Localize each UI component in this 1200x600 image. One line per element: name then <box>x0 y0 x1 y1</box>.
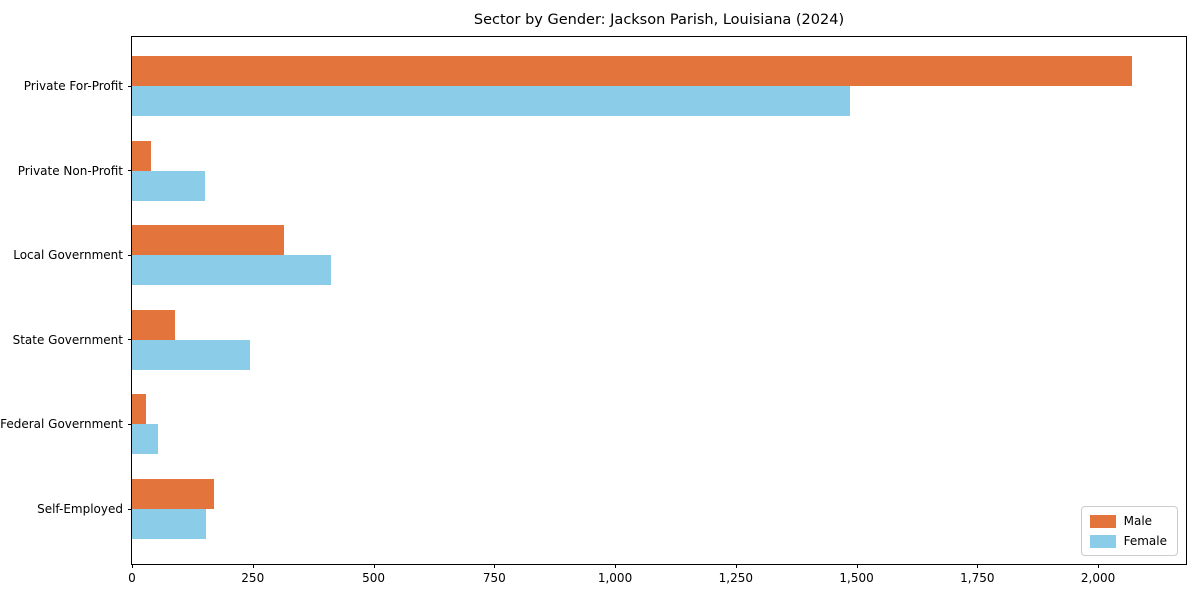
xtick-mark-2000 <box>1098 564 1100 568</box>
ytick-mark-state-government <box>128 339 132 341</box>
xtick-mark-1250 <box>735 564 737 568</box>
bar-male-private-non-profit <box>132 140 152 171</box>
ytick-label-private-non-profit: Private Non-Profit <box>17 163 123 178</box>
legend-label-male: Male <box>1123 514 1153 528</box>
ytick-label-local-government: Local Government <box>13 248 123 263</box>
bar-female-state-government <box>132 339 251 370</box>
legend: Male Female <box>1080 506 1178 556</box>
ytick-label-state-government: State Government <box>12 332 123 347</box>
xtick-label-1250: 1,250 <box>718 571 753 585</box>
xtick-mark-1500 <box>856 564 858 568</box>
xtick-mark-750 <box>494 564 496 568</box>
bar-male-self-employed <box>132 479 215 509</box>
xtick-label-2000: 2,000 <box>1080 571 1116 585</box>
legend-label-female: Female <box>1123 534 1167 548</box>
xtick-mark-0 <box>132 564 133 568</box>
bar-male-local-government <box>132 225 285 256</box>
xtick-mark-500 <box>373 564 375 568</box>
xtick-label-1750: 1,750 <box>960 571 995 585</box>
bar-female-federal-government <box>132 424 159 455</box>
legend-swatch-female <box>1089 534 1116 548</box>
bar-female-private-non-profit <box>132 170 205 201</box>
legend-row-male: Male <box>1089 514 1167 528</box>
xtick-mark-250 <box>252 564 254 568</box>
legend-swatch-male <box>1089 514 1116 528</box>
ytick-mark-self-employed <box>128 508 132 510</box>
bar-male-federal-government <box>132 394 147 425</box>
bar-female-local-government <box>132 255 332 286</box>
bar-female-private-for-profit <box>132 86 851 116</box>
xtick-label-1000: 1,000 <box>597 571 633 585</box>
xtick-label-0: 0 <box>128 571 136 585</box>
xtick-label-1500: 1,500 <box>839 571 874 585</box>
xtick-label-500: 500 <box>362 571 385 585</box>
xtick-mark-1750 <box>977 564 979 568</box>
ytick-mark-private-non-profit <box>128 170 132 172</box>
ytick-label-self-employed: Self-Employed <box>37 502 123 516</box>
ytick-mark-local-government <box>128 254 132 256</box>
plot-area: Private For-Profit Private Non-Profit Loca… <box>0 36 1187 585</box>
ytick-label-private-for-profit: Private For-Profit <box>23 79 123 93</box>
bar-female-self-employed <box>132 509 206 539</box>
xtick-mark-1000 <box>615 564 617 568</box>
ytick-label-federal-government: Federal Government <box>0 417 123 432</box>
ytick-mark-private-for-profit <box>128 85 132 87</box>
bar-male-state-government <box>132 309 175 340</box>
chart-title: Sector by Gender: Jackson Parish, Louisi… <box>473 12 845 28</box>
legend-row-female: Female <box>1089 534 1167 548</box>
xtick-label-250: 250 <box>241 571 265 585</box>
xtick-label-750: 750 <box>482 571 506 585</box>
ytick-mark-federal-government <box>128 423 132 425</box>
bar-male-private-for-profit <box>132 56 1132 86</box>
